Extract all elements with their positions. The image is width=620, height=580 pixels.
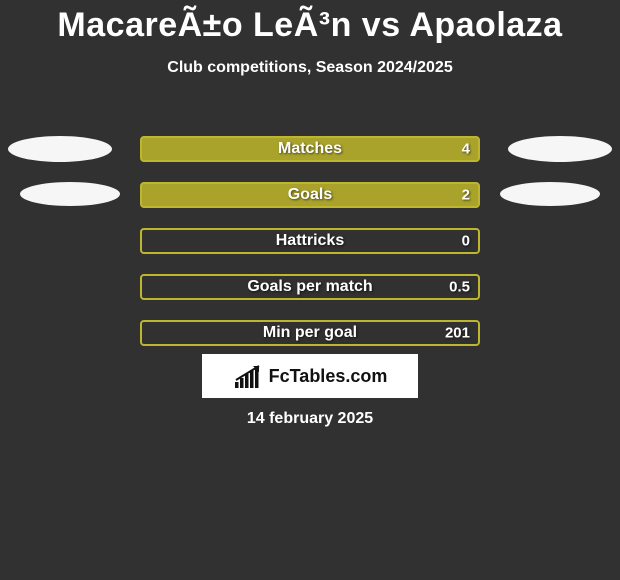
stat-row: Min per goal201 <box>0 308 620 354</box>
page-subtitle: Club competitions, Season 2024/2025 <box>0 59 620 77</box>
stat-row: Matches4 <box>0 124 620 170</box>
stat-row: Goals per match0.5 <box>0 262 620 308</box>
left-ellipse <box>20 182 120 206</box>
stat-bar: Goals2 <box>140 182 480 208</box>
page-root: MacareÃ±o LeÃ³n vs Apaolaza Club competi… <box>0 0 620 580</box>
stat-value: 0 <box>462 233 470 250</box>
right-ellipse <box>500 182 600 206</box>
right-ellipse <box>508 136 612 162</box>
stat-row: Hattricks0 <box>0 216 620 262</box>
stat-label: Goals per match <box>142 278 478 296</box>
stat-bar: Goals per match0.5 <box>140 274 480 300</box>
stat-bar: Hattricks0 <box>140 228 480 254</box>
logo-text: FcTables.com <box>269 366 388 387</box>
footer-date: 14 february 2025 <box>0 410 620 428</box>
page-title: MacareÃ±o LeÃ³n vs Apaolaza <box>0 0 620 45</box>
stat-label: Hattricks <box>142 232 478 250</box>
stat-label: Min per goal <box>142 324 478 342</box>
stat-label: Matches <box>142 140 478 158</box>
stat-bar: Min per goal201 <box>140 320 480 346</box>
bars-growth-icon <box>233 364 263 388</box>
stat-value: 4 <box>462 141 470 158</box>
stat-row: Goals2 <box>0 170 620 216</box>
stat-label: Goals <box>142 186 478 204</box>
stat-value: 201 <box>445 325 470 342</box>
left-ellipse <box>8 136 112 162</box>
logo-box: FcTables.com <box>202 354 418 398</box>
stat-bar: Matches4 <box>140 136 480 162</box>
stat-value: 2 <box>462 187 470 204</box>
stat-value: 0.5 <box>449 279 470 296</box>
